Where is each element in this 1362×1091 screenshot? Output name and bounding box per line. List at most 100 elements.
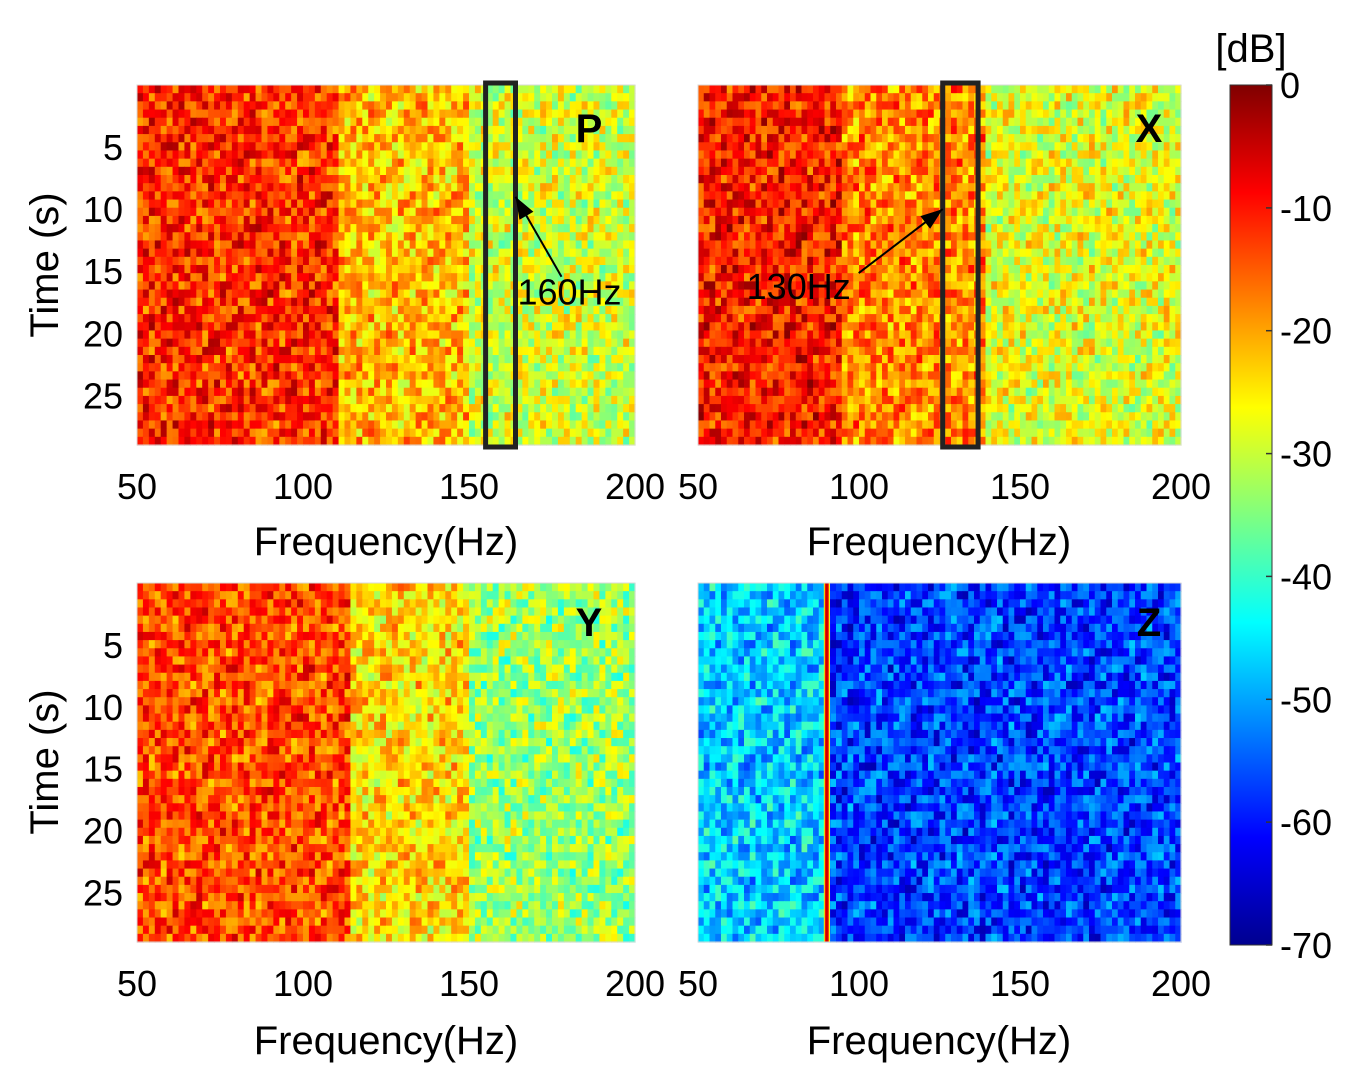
heatmap-cell [563,215,571,225]
heatmap-cell [629,346,636,356]
heatmap-cell [249,101,257,111]
heatmap-cell [1025,183,1033,192]
heatmap-cell [451,305,458,315]
heatmap-cell [403,289,411,299]
heatmap-cell [285,224,292,233]
heatmap-cell [1112,142,1119,152]
heatmap-cell [784,85,791,94]
heatmap-cell [427,207,435,217]
heatmap-cell [320,420,328,430]
heatmap-cell [386,412,393,422]
heatmap-cell [951,150,958,160]
heatmap-cell [882,117,889,127]
heatmap-cell [279,265,286,274]
heatmap-cell [178,158,186,168]
heatmap-cell [374,428,381,438]
heatmap-cell [605,273,612,282]
heatmap-cell [273,346,280,356]
heatmap-cell [255,256,263,266]
heatmap-cell [297,322,304,332]
heatmap-cell [623,265,630,274]
heatmap-cell [386,142,393,152]
heatmap-cell [243,199,251,209]
heatmap-cell [899,125,906,135]
heatmap-cell [1008,166,1015,176]
heatmap-cell [540,265,547,274]
heatmap-cell [421,248,429,258]
heatmap-cell [1014,109,1021,119]
heatmap-cell [605,428,612,438]
heatmap-cell [445,281,452,291]
heatmap-cell [922,134,929,143]
heatmap-cell [623,109,630,119]
heatmap-cell [569,420,577,430]
heatmap-cell [320,158,328,168]
heatmap-cell [214,256,221,266]
heatmap-cell [380,297,387,307]
heatmap-cell [623,338,630,348]
heatmap-cell [761,117,768,127]
heatmap-cell [1048,125,1056,135]
heatmap-cell [498,387,506,397]
heatmap-cell [403,395,411,405]
heatmap-cell [267,314,274,323]
heatmap-cell [166,85,174,94]
heatmap-cell [332,191,340,201]
heatmap-cell [552,158,559,168]
heatmap-cell [297,166,304,176]
heatmap-cell [761,93,768,102]
heatmap-cell [807,101,814,111]
heatmap-cell [836,134,843,143]
heatmap-cell [968,109,975,119]
heatmap-cell [916,109,923,119]
heatmap-cell [979,109,987,119]
heatmap-cell [178,117,186,127]
heatmap-cell [421,215,429,225]
heatmap-cell [445,297,452,307]
heatmap-cell [267,273,274,282]
heatmap-cell [160,207,168,217]
heatmap-cell [563,256,571,266]
heatmap-cell [859,93,866,102]
heatmap-cell [243,207,251,217]
heatmap-cell [172,101,180,111]
heatmap-cell [338,297,346,307]
heatmap-cell [220,281,227,291]
heatmap-cell [492,101,500,111]
heatmap-cell [498,224,506,233]
heatmap-cell [498,346,506,356]
heatmap-cell [882,150,889,160]
heatmap-cell [421,265,429,274]
heatmap-cell [291,175,298,184]
heatmap-cell [397,346,405,356]
heatmap-cell [715,150,722,160]
heatmap-cell [581,305,589,315]
heatmap-cell [569,379,577,389]
heatmap-cell [214,199,221,209]
heatmap-cell [557,158,565,168]
heatmap-cell [968,150,975,160]
heatmap-cell [498,183,506,192]
heatmap-cell [1054,117,1061,127]
heatmap-cell [474,428,482,438]
heatmap-cell [208,109,215,119]
heatmap-cell [463,379,470,389]
heatmap-cell [569,346,577,356]
heatmap-cell [469,125,476,135]
heatmap-cell [522,150,529,160]
heatmap-cell [1043,101,1050,111]
heatmap-cell [516,412,523,422]
heatmap-cell [421,109,429,119]
heatmap-cell [474,175,482,184]
heatmap-cell [314,175,322,184]
heatmap-cell [297,412,304,422]
heatmap-cell [474,363,482,372]
heatmap-cell [581,85,589,94]
heatmap-cell [261,248,269,258]
heatmap-cell [261,158,269,168]
heatmap-cell [836,183,843,192]
heatmap-cell [415,158,423,168]
heatmap-cell [599,346,606,356]
heatmap-cell [237,248,245,258]
heatmap-cell [154,395,162,405]
